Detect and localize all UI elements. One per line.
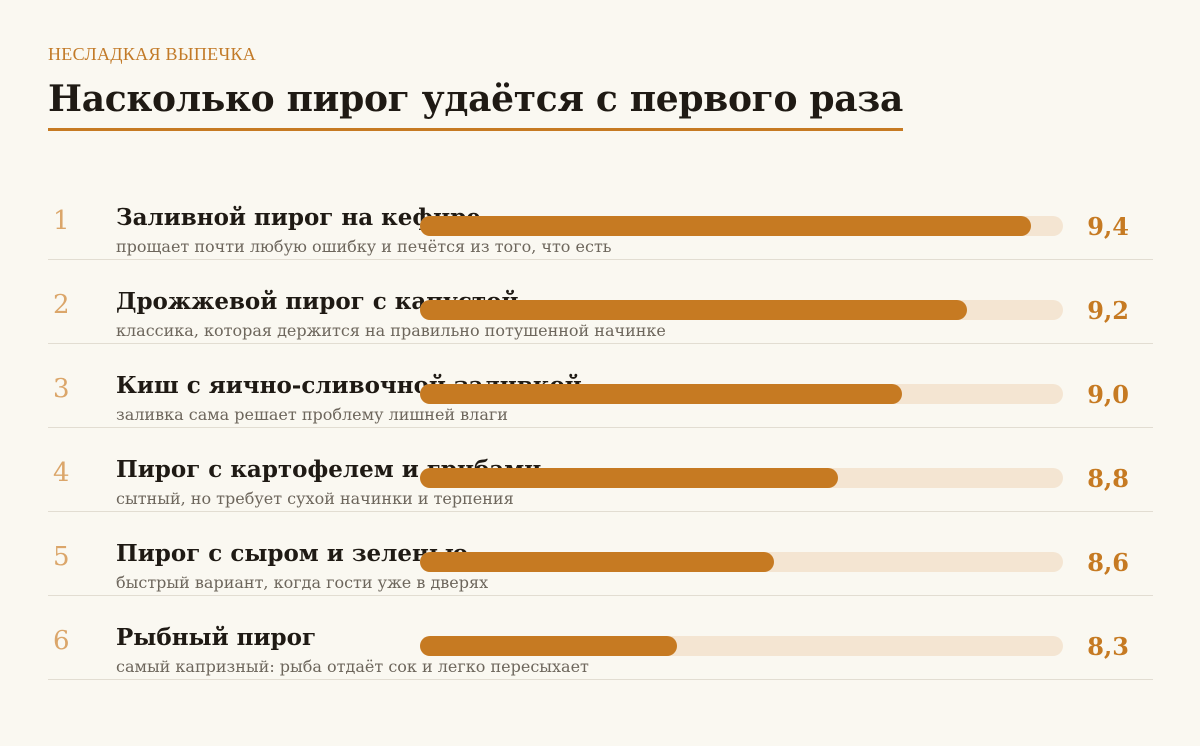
value-label: 9,2 [1087, 296, 1129, 325]
category-description: заливка сама решает проблему лишней влаг… [116, 405, 508, 424]
category-description: сытный, но требует сухой начинки и терпе… [116, 489, 514, 508]
category-description: классика, которая держится на правильно … [116, 321, 666, 340]
bar [420, 636, 677, 656]
value-label: 9,4 [1087, 212, 1129, 241]
chart-row: 6 Рыбный пирог самый капризный: рыба отдаё… [48, 596, 1153, 680]
bar-track [420, 468, 1063, 488]
chart-row: 5 Пирог с сыром и зеленью быстрый вариант,… [48, 512, 1153, 596]
rank-number: 2 [53, 290, 70, 320]
bar-track [420, 300, 1063, 320]
rank-number: 3 [53, 374, 70, 404]
section-kicker: НЕСЛАДКАЯ ВЫПЕЧКА [48, 44, 257, 64]
chart-row: 2 Дрожжевой пирог с капустой классика, кот… [48, 260, 1153, 344]
rank-number: 4 [53, 458, 70, 488]
category-label: Пирог с сыром и зеленью [116, 540, 469, 567]
bar-track [420, 552, 1063, 572]
category-label: Рыбный пирог [116, 624, 317, 651]
rank-number: 5 [53, 542, 70, 572]
ranking-chart: 1 Заливной пирог на кефире прощает почти л… [48, 176, 1153, 680]
bar [420, 216, 1031, 236]
rank-number: 6 [53, 626, 70, 656]
chart-row: 3 Киш с яично-сливочной заливкой заливка с… [48, 344, 1153, 428]
chart-row: 1 Заливной пирог на кефире прощает почти л… [48, 176, 1153, 260]
value-label: 8,3 [1087, 632, 1129, 661]
bar-track [420, 216, 1063, 236]
bar [420, 300, 967, 320]
bar-track [420, 384, 1063, 404]
category-description: быстрый вариант, когда гости уже в дверя… [116, 573, 489, 592]
value-label: 9,0 [1087, 380, 1129, 409]
bar [420, 552, 774, 572]
value-label: 8,8 [1087, 464, 1129, 493]
bar-track [420, 636, 1063, 656]
rank-number: 1 [53, 206, 70, 236]
bar [420, 384, 902, 404]
page-title: Насколько пирог удаётся с первого раза [48, 76, 903, 131]
bar [420, 468, 838, 488]
value-label: 8,6 [1087, 548, 1129, 577]
category-description: прощает почти любую ошибку и печётся из … [116, 237, 612, 256]
chart-row: 4 Пирог с картофелем и грибами сытный, но … [48, 428, 1153, 512]
category-description: самый капризный: рыба отдаёт сок и легко… [116, 657, 589, 676]
